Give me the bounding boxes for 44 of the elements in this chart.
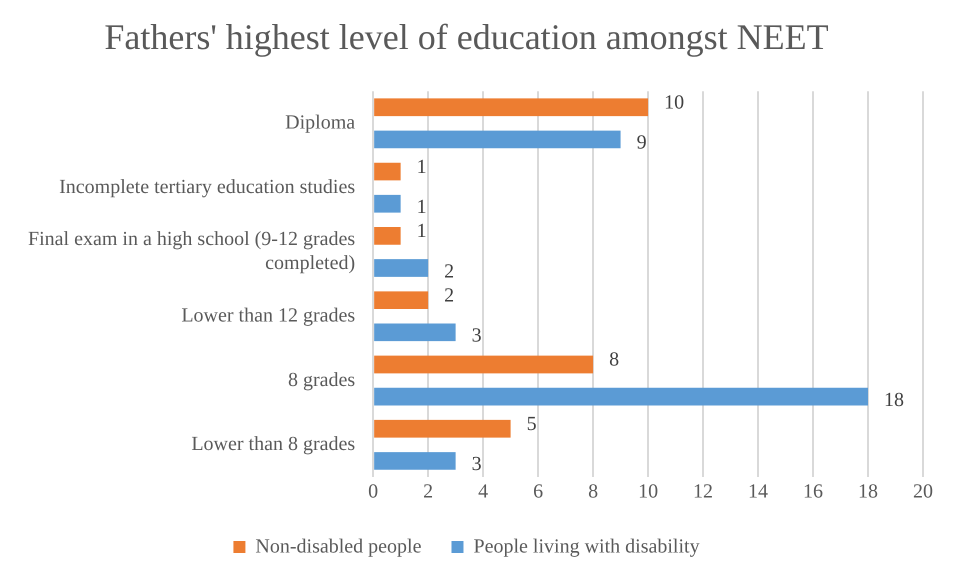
data-label: 1: [416, 196, 427, 218]
data-label: 18: [884, 388, 904, 411]
bar: [374, 356, 594, 374]
y-tick-label: Incomplete tertiary education studies: [59, 176, 356, 198]
x-tick-label: 18: [858, 480, 878, 502]
data-label: 2: [444, 260, 454, 282]
legend-label: People living with disability: [473, 535, 700, 558]
data-label: 1: [416, 220, 427, 242]
bar: [374, 388, 868, 406]
bar: [374, 323, 456, 342]
bar: [374, 194, 401, 213]
y-tick-label: Lower than 12 grades: [181, 304, 356, 326]
data-label: 2: [444, 284, 454, 306]
chart-title: Fathers' highest level of education amongst NEET: [104, 17, 829, 58]
bar: [374, 420, 511, 438]
y-tick-label: Lower than 8 grades: [191, 433, 356, 456]
data-label: 1: [416, 156, 427, 178]
x-tick-label: 12: [693, 480, 714, 502]
x-tick-label: 8: [588, 480, 598, 502]
bar: [374, 452, 456, 470]
y-tick-label: 8 grades: [288, 368, 356, 391]
data-label: 9: [636, 132, 647, 154]
x-tick-label: 0: [368, 480, 378, 502]
y-tick-label: Final exam in a high school (9-12 grades completed): [28, 228, 356, 274]
x-tick-label: 14: [748, 480, 768, 502]
x-tick-label: 2: [423, 480, 434, 502]
data-label: 3: [472, 324, 482, 347]
bar: [374, 98, 648, 116]
data-label: 5: [526, 413, 537, 436]
x-tick-label: 20: [913, 480, 933, 502]
bar: [374, 162, 401, 180]
x-tick-label: 16: [803, 480, 824, 502]
bar: [374, 259, 428, 277]
data-label: 3: [472, 453, 482, 476]
bar: [374, 227, 401, 245]
data-label: 8: [609, 348, 620, 371]
y-tick-label: Diploma: [285, 112, 356, 134]
x-tick-label: 6: [533, 480, 544, 502]
bar: [374, 130, 621, 148]
x-tick-label: 4: [478, 480, 488, 502]
data-label: 10: [664, 92, 684, 114]
x-tick-label: 10: [638, 480, 658, 502]
bar: [374, 291, 428, 310]
legend-label: Non-disabled people: [255, 535, 422, 558]
